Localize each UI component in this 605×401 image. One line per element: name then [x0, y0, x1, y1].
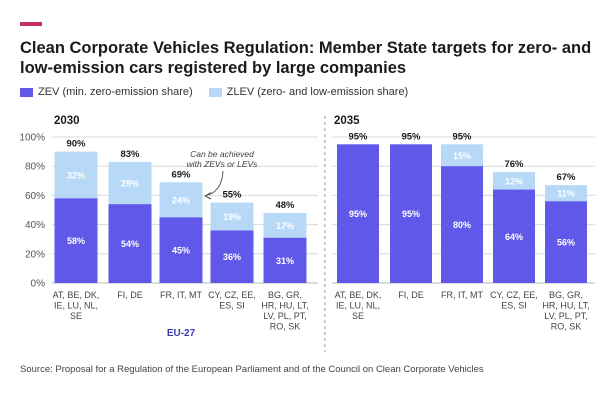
bar-total-label: 48%: [275, 200, 295, 211]
x-tick-label: IE, LU, NL,: [54, 301, 98, 311]
bar-label-zev: 56%: [557, 238, 575, 248]
y-tick-label: 20%: [25, 249, 45, 260]
bar-label-zev: 58%: [67, 236, 85, 246]
bar-total-label: 76%: [504, 159, 524, 170]
x-tick-label: CY, CZ, EE,: [208, 290, 256, 300]
x-tick-label: ES, SI: [501, 301, 527, 311]
panel-title-2030: 2030: [54, 115, 80, 127]
bar-label-zlev: 29%: [121, 178, 139, 188]
chart-title: Clean Corporate Vehicles Regulation: Mem…: [20, 39, 592, 77]
bar-label-zev: 45%: [172, 246, 190, 256]
y-tick-label: 40%: [25, 220, 45, 231]
x-tick-label: FI, DE: [398, 290, 424, 300]
bar-zev-1-0: [337, 144, 379, 283]
bar-label-zev: 31%: [276, 256, 294, 266]
x-tick-label: FR, IT, MT: [441, 290, 483, 300]
x-tick-label: FR, IT, MT: [160, 290, 202, 300]
x-tick-label: FI, DE: [117, 290, 143, 300]
bar-total-label: 83%: [120, 149, 140, 160]
annotation-arrowhead-icon: [204, 192, 212, 200]
y-tick-label: 80%: [25, 162, 45, 173]
bar-zlev-0-2: [159, 182, 203, 218]
bar-label-zev: 80%: [453, 220, 471, 230]
annotation-arrow: [204, 170, 224, 197]
x-tick-label: SE: [352, 311, 364, 321]
x-tick-label: SE: [70, 311, 82, 321]
x-tick-label: RO, SK: [551, 322, 582, 332]
legend: ZEV (min. zero-emission share) ZLEV (zer…: [20, 86, 424, 98]
bar-zev-1-2: [441, 166, 483, 283]
bar-total-label: 69%: [171, 169, 191, 180]
bar-label-zlev: 15%: [453, 151, 471, 161]
y-tick-label: 60%: [25, 191, 45, 202]
panel-title-2035: 2035: [334, 115, 360, 127]
bar-label-zlev: 32%: [67, 170, 85, 180]
x-tick-label: IE, LU, NL,: [336, 301, 380, 311]
bar-zlev-0-4: [263, 212, 307, 238]
bar-total-label: 90%: [66, 139, 86, 150]
y-tick-label: 0%: [31, 279, 46, 290]
bar-zlev-1-2: [441, 144, 483, 167]
x-tick-label: RO, SK: [270, 322, 301, 332]
x-tick-label: AT, BE, DK,: [53, 290, 100, 300]
bar-total-label: 55%: [222, 190, 242, 201]
x-tick-label: HR, HU, LT,: [542, 301, 589, 311]
bar-zev-0-1: [108, 204, 152, 283]
x-tick-label: HR, HU, LT,: [261, 301, 308, 311]
bar-label-zlev: 17%: [276, 221, 294, 231]
bar-zev-0-3: [210, 230, 254, 283]
source-note: Source: Proposal for a Regulation of the…: [20, 364, 484, 375]
bar-zev-0-0: [54, 198, 98, 283]
bar-label-zlev: 12%: [505, 176, 523, 186]
x-tick-label: LV, PL, PT,: [263, 311, 307, 321]
bar-zev-0-2: [159, 217, 203, 283]
bar-label-zlev: 24%: [172, 195, 190, 205]
legend-label-zev: ZEV (min. zero-emission share): [38, 86, 193, 98]
annotation-line: with ZEVs or LEVs: [187, 159, 259, 169]
legend-item-zlev: ZLEV (zero- and low-emission share): [208, 86, 409, 98]
bar-total-label: 95%: [401, 131, 421, 142]
legend-swatch-zev: [20, 87, 33, 97]
x-tick-label: LV, PL, PT,: [544, 311, 588, 321]
bar-zlev-1-4: [545, 185, 587, 202]
x-tick-label: BG, GR,: [268, 290, 302, 300]
bar-total-label: 95%: [452, 131, 472, 142]
eu-27-label: EU-27: [167, 328, 196, 339]
bar-label-zev: 36%: [223, 252, 241, 262]
bar-label-zev: 95%: [402, 209, 420, 219]
bar-label-zlev: 11%: [557, 189, 575, 199]
bar-label-zev: 54%: [121, 239, 139, 249]
x-tick-label: AT, BE, DK,: [335, 290, 382, 300]
bar-label-zev: 95%: [349, 209, 367, 219]
legend-item-zev: ZEV (min. zero-emission share): [20, 86, 193, 98]
legend-label-zlev: ZLEV (zero- and low-emission share): [226, 86, 409, 98]
bar-zev-1-1: [390, 144, 432, 283]
legend-swatch-zlev: [208, 87, 222, 97]
bar-zev-1-3: [493, 189, 535, 283]
bar-total-label: 95%: [348, 131, 368, 142]
x-tick-label: CY, CZ, EE,: [490, 290, 538, 300]
bar-label-zlev: 19%: [223, 212, 241, 222]
bar-zev-1-4: [545, 201, 587, 283]
title-accent-bar: [20, 22, 42, 26]
annotation-line: Can be achieved: [190, 149, 254, 159]
bar-zlev-0-0: [54, 151, 98, 199]
bar-zlev-0-3: [210, 202, 254, 231]
bar-zlev-0-1: [108, 161, 152, 205]
bar-zev-0-4: [263, 237, 307, 283]
x-tick-label: ES, SI: [219, 301, 245, 311]
bar-label-zev: 64%: [505, 232, 523, 242]
y-tick-label: 100%: [19, 133, 45, 144]
x-tick-label: BG, GR,: [549, 290, 583, 300]
bar-zlev-1-3: [493, 172, 535, 190]
bar-total-label: 67%: [556, 172, 576, 183]
